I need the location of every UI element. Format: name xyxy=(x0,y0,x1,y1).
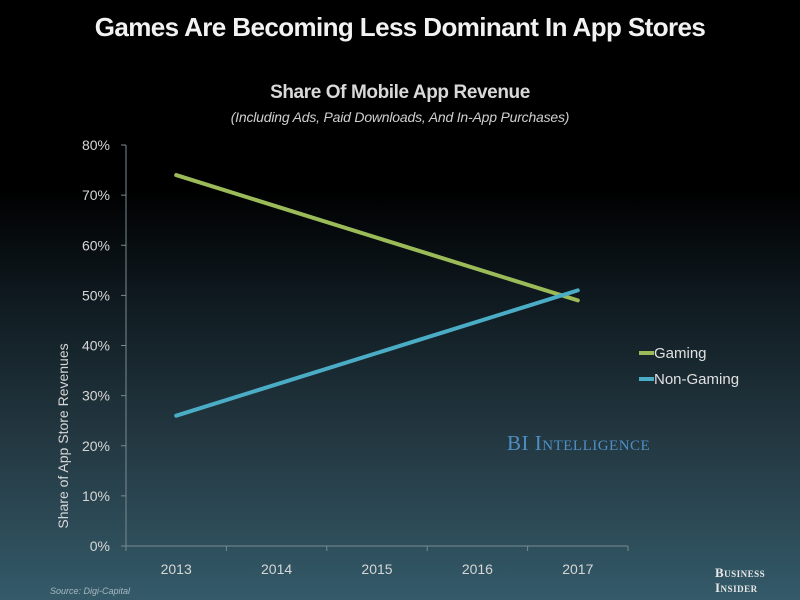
legend-label-gaming: Gaming xyxy=(654,345,707,362)
y-tick-label: 80% xyxy=(82,137,110,153)
y-tick-label: 70% xyxy=(82,187,110,203)
brand-line-2: Insider xyxy=(715,580,758,595)
x-tick-label: 2015 xyxy=(361,561,392,577)
y-axis-ticks: 0% 10% 20% 30% 40% 50% 60% 70% 80% xyxy=(82,137,126,554)
legend: Gaming Non-Gaming xyxy=(639,345,739,388)
business-insider-logo: Business Insider xyxy=(715,565,765,595)
x-axis-ticks: 2013 2014 2015 2016 2017 xyxy=(125,546,629,577)
legend-label-non-gaming: Non-Gaming xyxy=(654,371,739,388)
brand-line-1: Business xyxy=(715,565,766,580)
bi-intelligence-watermark: BI Intelligence xyxy=(507,431,651,455)
x-tick-label: 2014 xyxy=(261,561,292,577)
x-tick-label: 2016 xyxy=(462,561,493,577)
x-tick-label: 2013 xyxy=(161,561,192,577)
x-tick-label: 2017 xyxy=(562,561,593,577)
series-line-gaming xyxy=(174,173,580,303)
y-tick-label: 40% xyxy=(82,338,110,354)
y-tick-label: 10% xyxy=(82,488,110,504)
y-tick-label: 30% xyxy=(82,388,110,404)
series-line-non-gaming xyxy=(174,288,580,418)
chart-title: Share Of Mobile App Revenue xyxy=(270,82,530,103)
series-lines xyxy=(174,173,580,418)
axes xyxy=(125,145,628,547)
source-note: Source: Digi-Capital xyxy=(50,586,131,596)
y-tick-label: 20% xyxy=(82,438,110,454)
y-axis-title: Share of App Store Revenues xyxy=(55,343,71,528)
y-tick-label: 50% xyxy=(82,287,110,303)
y-tick-label: 60% xyxy=(82,237,110,253)
y-tick-label: 0% xyxy=(90,538,110,554)
chart-subtitle: (Including Ads, Paid Downloads, And In-A… xyxy=(230,109,570,125)
page-title: Games Are Becoming Less Dominant In App … xyxy=(94,12,706,42)
